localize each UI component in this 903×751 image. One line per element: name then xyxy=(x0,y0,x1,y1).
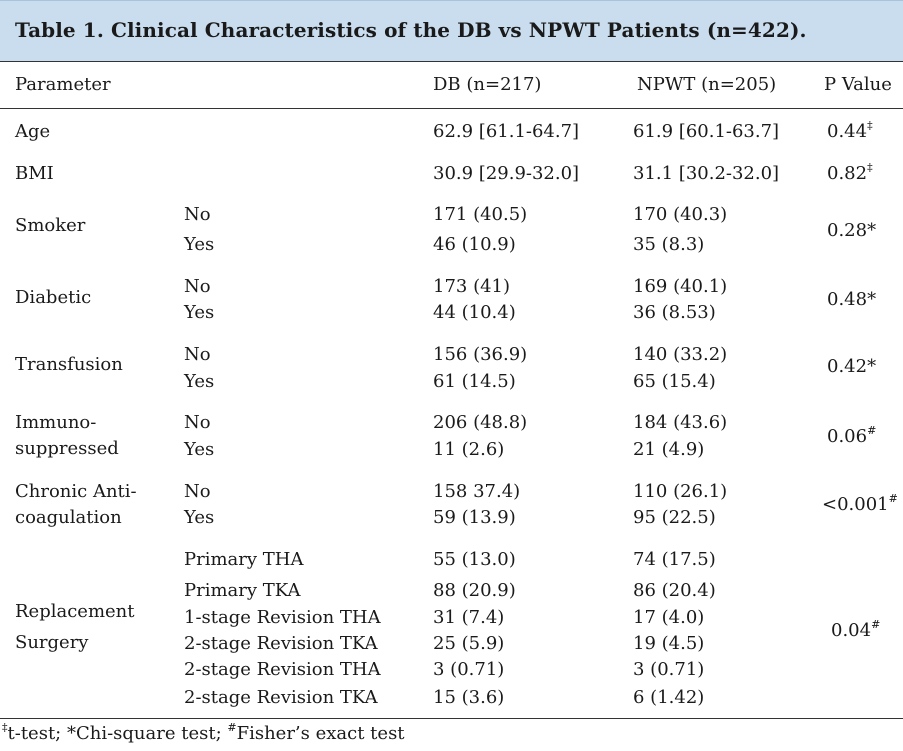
db-value: 206 (48.8) xyxy=(433,412,528,433)
row-label: Diabetic xyxy=(15,287,92,308)
row-label-line2: suppressed xyxy=(15,438,119,459)
sub-label: 2-stage Revision THA xyxy=(184,659,381,680)
sub-label: 2-stage Revision TKA xyxy=(184,687,378,708)
npwt-value: 95 (22.5) xyxy=(633,507,716,528)
sub-label: No xyxy=(184,481,211,502)
npwt-value: 74 (17.5) xyxy=(633,549,716,570)
row-label-line2: Surgery xyxy=(15,632,89,653)
npwt-value: 31.1 [30.2-32.0] xyxy=(633,163,780,184)
p-value: 0.42* xyxy=(827,356,877,377)
sub-label: No xyxy=(184,204,211,225)
row-label: Smoker xyxy=(15,215,86,236)
table-title-bar: Table 1. Clinical Characteristics of the… xyxy=(0,0,903,62)
p-value: 0.06# xyxy=(827,424,877,447)
npwt-value: 21 (4.9) xyxy=(633,439,705,460)
db-value: 3 (0.71) xyxy=(433,659,505,680)
row-label-line1: Chronic Anti- xyxy=(15,481,137,502)
row-label: BMI xyxy=(15,163,54,184)
sub-label: Primary THA xyxy=(184,549,304,570)
sub-label: No xyxy=(184,412,211,433)
db-value: 59 (13.9) xyxy=(433,507,516,528)
db-value: 46 (10.9) xyxy=(433,234,516,255)
table-title: Table 1. Clinical Characteristics of the… xyxy=(15,18,807,42)
db-value: 30.9 [29.9-32.0] xyxy=(433,163,580,184)
db-value: 25 (5.9) xyxy=(433,633,505,654)
p-value: 0.28* xyxy=(827,220,877,241)
npwt-value: 140 (33.2) xyxy=(633,344,728,365)
sub-label: No xyxy=(184,344,211,365)
npwt-value: 184 (43.6) xyxy=(633,412,728,433)
sub-label: Yes xyxy=(184,439,215,460)
sub-label: Primary TKA xyxy=(184,580,301,601)
npwt-value: 6 (1.42) xyxy=(633,687,705,708)
row-label: Transfusion xyxy=(15,354,123,375)
npwt-value: 170 (40.3) xyxy=(633,204,728,225)
db-value: 31 (7.4) xyxy=(433,607,505,628)
sub-label: 2-stage Revision TKA xyxy=(184,633,378,654)
row-label: Age xyxy=(15,121,51,142)
db-value: 55 (13.0) xyxy=(433,549,516,570)
npwt-value: 19 (4.5) xyxy=(633,633,705,654)
p-value: 0.48* xyxy=(827,289,877,310)
col-header-db: DB (n=217) xyxy=(433,74,542,95)
sub-label: Yes xyxy=(184,507,215,528)
bottom-rule xyxy=(0,718,903,719)
db-value: 88 (20.9) xyxy=(433,580,516,601)
db-value: 61 (14.5) xyxy=(433,371,516,392)
npwt-value: 169 (40.1) xyxy=(633,276,728,297)
header-rule xyxy=(0,108,903,109)
p-value: <0.001# xyxy=(822,492,898,515)
sub-label: Yes xyxy=(184,234,215,255)
table-footnote: ‡t-test; *Chi-square test; #Fisher’s exa… xyxy=(2,721,405,744)
sub-label: 1-stage Revision THA xyxy=(184,607,381,628)
db-value: 156 (36.9) xyxy=(433,344,528,365)
col-header-pvalue: P Value xyxy=(824,74,892,95)
col-header-parameter: Parameter xyxy=(15,74,111,95)
db-value: 44 (10.4) xyxy=(433,302,516,323)
row-label-line1: Immuno- xyxy=(15,412,97,433)
p-value: 0.82‡ xyxy=(827,161,873,184)
p-value: 0.04# xyxy=(831,618,881,641)
db-value: 173 (41) xyxy=(433,276,511,297)
sub-label: Yes xyxy=(184,371,215,392)
db-value: 11 (2.6) xyxy=(433,439,505,460)
db-value: 158 37.4) xyxy=(433,481,521,502)
row-label-line1: Replacement xyxy=(15,601,135,622)
sub-label: No xyxy=(184,276,211,297)
npwt-value: 35 (8.3) xyxy=(633,234,705,255)
npwt-value: 86 (20.4) xyxy=(633,580,716,601)
npwt-value: 17 (4.0) xyxy=(633,607,705,628)
row-label-line2: coagulation xyxy=(15,507,122,528)
npwt-value: 3 (0.71) xyxy=(633,659,705,680)
npwt-value: 65 (15.4) xyxy=(633,371,716,392)
npwt-value: 61.9 [60.1-63.7] xyxy=(633,121,780,142)
npwt-value: 36 (8.53) xyxy=(633,302,716,323)
db-value: 15 (3.6) xyxy=(433,687,505,708)
db-value: 62.9 [61.1-64.7] xyxy=(433,121,580,142)
npwt-value: 110 (26.1) xyxy=(633,481,728,502)
db-value: 171 (40.5) xyxy=(433,204,528,225)
p-value: 0.44‡ xyxy=(827,119,873,142)
col-header-npwt: NPWT (n=205) xyxy=(637,74,777,95)
sub-label: Yes xyxy=(184,302,215,323)
